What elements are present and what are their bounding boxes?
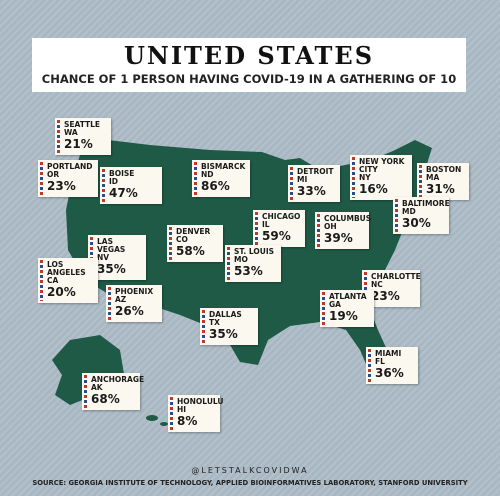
state-code: IL	[262, 220, 270, 229]
percent: 33%	[297, 184, 326, 198]
percent: 59%	[262, 229, 291, 243]
city-card: DENVER CO 58%	[167, 225, 223, 262]
city-card: SEATTLE WA 21%	[55, 118, 111, 155]
state-code: HI	[177, 405, 187, 414]
city-name: BOISE	[109, 169, 135, 178]
percent: 20%	[47, 285, 76, 299]
hawaii	[146, 415, 158, 421]
percent: 23%	[371, 289, 400, 303]
percent: 47%	[109, 186, 138, 200]
percent: 8%	[177, 414, 198, 428]
percent: 86%	[201, 179, 230, 193]
percent: 30%	[402, 216, 431, 230]
state-code: AZ	[115, 295, 127, 304]
city-card: DALLAS TX 35%	[200, 308, 258, 345]
state-code: MO	[234, 255, 248, 264]
city-name: ATLANTA	[329, 292, 367, 301]
state-code: OR	[47, 170, 60, 179]
city-name: DALLAS	[209, 310, 242, 319]
state-code: MD	[402, 207, 416, 216]
city-card: LAS VEGAS NV 35%	[88, 235, 146, 280]
city-name: LOS ANGELES	[47, 260, 86, 277]
city-name: SEATTLE	[64, 120, 101, 129]
city-name: MIAMI	[375, 349, 402, 358]
city-card: COLUMBUS OH 39%	[315, 212, 372, 249]
city-name: PORTLAND	[47, 162, 93, 171]
percent: 21%	[64, 137, 93, 151]
city-name: DENVER	[176, 227, 211, 236]
city-card: BOSTON MA 31%	[417, 163, 469, 200]
city-name: PHOENIX	[115, 287, 154, 296]
percent: 39%	[324, 231, 353, 245]
city-card: BISMARCK ND 86%	[192, 160, 250, 197]
city-name: COLUMBUS	[324, 214, 372, 223]
percent: 58%	[176, 244, 205, 258]
city-card: ST. LOUIS MO 53%	[225, 245, 281, 282]
city-card: LOS ANGELES CA 20%	[38, 258, 98, 303]
state-code: WA	[64, 128, 78, 137]
percent: 16%	[359, 182, 388, 196]
handle: @LETSTALKCOVIDWA	[191, 466, 309, 475]
city-card: HONOLULU HI 8%	[168, 395, 224, 432]
state-code: NV	[97, 253, 110, 262]
state-code: CO	[176, 235, 188, 244]
state-code: MA	[426, 173, 440, 182]
city-card: BALTIMORE MD 30%	[393, 197, 450, 234]
title-box: UNITED STATES CHANCE OF 1 PERSON HAVING …	[32, 38, 466, 92]
percent: 68%	[91, 392, 120, 406]
city-card: BOISE ID 47%	[100, 167, 162, 204]
state-code: NC	[371, 280, 383, 289]
state-code: OH	[324, 222, 337, 231]
state-code: AK	[91, 383, 103, 392]
percent: 53%	[234, 264, 263, 278]
percent: 35%	[209, 327, 238, 341]
city-card: PHOENIX AZ 26%	[106, 285, 162, 322]
percent: 35%	[97, 262, 126, 276]
percent: 19%	[329, 309, 358, 323]
city-name: ANCHORAGE	[91, 375, 145, 384]
city-card: ANCHORAGE AK 68%	[82, 373, 145, 410]
subtitle: CHANCE OF 1 PERSON HAVING COVID-19 IN A …	[41, 72, 457, 86]
state-code: ID	[109, 177, 119, 186]
percent: 31%	[426, 182, 455, 196]
state-code: TX	[209, 318, 220, 327]
city-name: LAS VEGAS	[97, 237, 126, 254]
city-name: BOSTON	[426, 165, 462, 174]
percent: 23%	[47, 179, 76, 193]
state-code: ND	[201, 170, 214, 179]
city-card: CHICAGO IL 59%	[253, 210, 305, 247]
city-name: ST. LOUIS	[234, 247, 275, 256]
state-code: MI	[297, 175, 308, 184]
city-name: CHARLOTTE	[371, 272, 421, 281]
city-name: DETROIT	[297, 167, 334, 176]
city-name: CHICAGO	[262, 212, 301, 221]
state-code: CA	[47, 276, 59, 285]
city-name: NEW YORK CITY	[359, 157, 405, 174]
source: SOURCE: GEORGIA INSTITUTE OF TECHNOLOGY,…	[32, 479, 468, 487]
hawaii	[160, 422, 168, 426]
city-card: NEW YORK CITY NY 16%	[350, 155, 412, 200]
state-code: FL	[375, 357, 385, 366]
city-card: DETROIT MI 33%	[288, 165, 340, 202]
city-card: ATLANTA GA 19%	[320, 290, 374, 327]
city-name: BALTIMORE	[402, 199, 450, 208]
state-code: GA	[329, 300, 341, 309]
state-code: NY	[359, 173, 371, 182]
city-card: PORTLAND OR 23%	[38, 160, 98, 197]
percent: 36%	[375, 366, 404, 380]
title: UNITED STATES	[123, 41, 375, 70]
city-name: HONOLULU	[177, 397, 224, 406]
city-card: MIAMI FL 36%	[366, 347, 418, 384]
city-name: BISMARCK	[201, 162, 246, 171]
percent: 26%	[115, 304, 144, 318]
